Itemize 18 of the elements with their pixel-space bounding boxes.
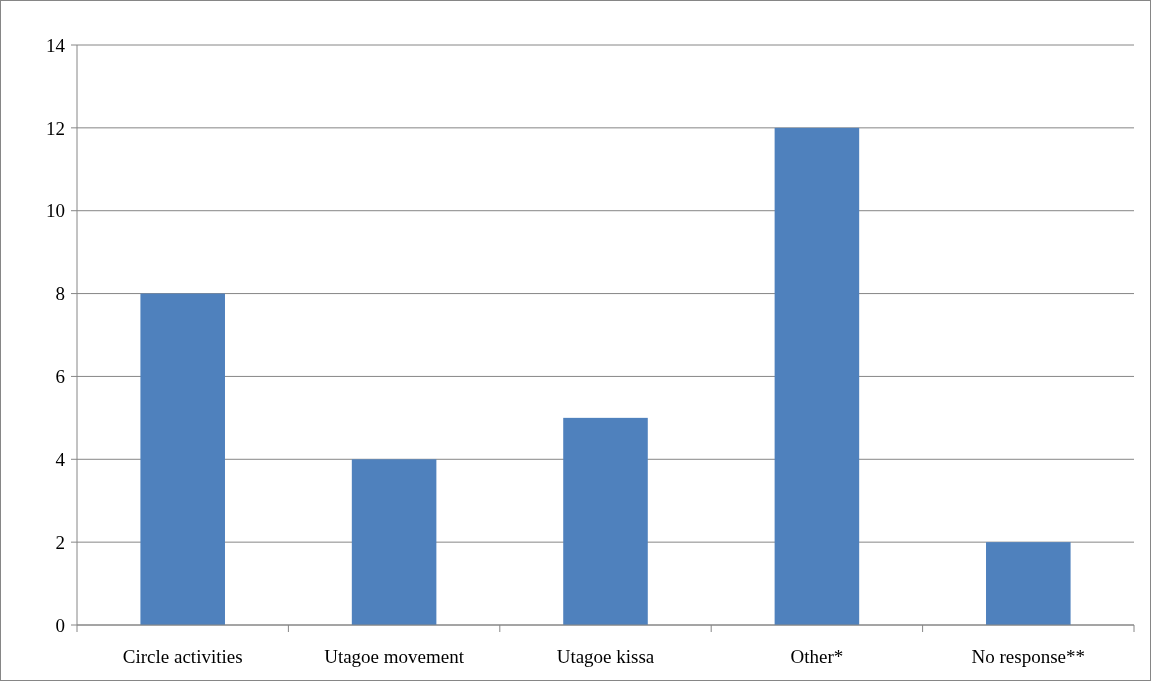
bar [351, 459, 437, 625]
y-tick-label: 10 [46, 200, 65, 222]
bar [774, 127, 860, 625]
y-tick-label: 4 [55, 448, 66, 470]
x-tick-label: Utagoe kissa [556, 646, 655, 667]
x-tick-label: No response** [971, 646, 1086, 667]
x-tick-label: Other* [790, 646, 844, 667]
y-tick-label: 0 [55, 614, 65, 636]
bar [986, 542, 1071, 625]
y-tick-label: 12 [46, 117, 65, 139]
y-tick-label: 8 [55, 283, 65, 305]
x-tick-label: Circle activities [122, 646, 243, 667]
x-tick-label: Utagoe movement [324, 646, 465, 667]
y-tick-label: 14 [46, 34, 66, 56]
bar [563, 417, 648, 625]
y-tick-label: 6 [55, 366, 65, 388]
bar [140, 293, 225, 625]
y-tick-label: 2 [55, 531, 65, 553]
